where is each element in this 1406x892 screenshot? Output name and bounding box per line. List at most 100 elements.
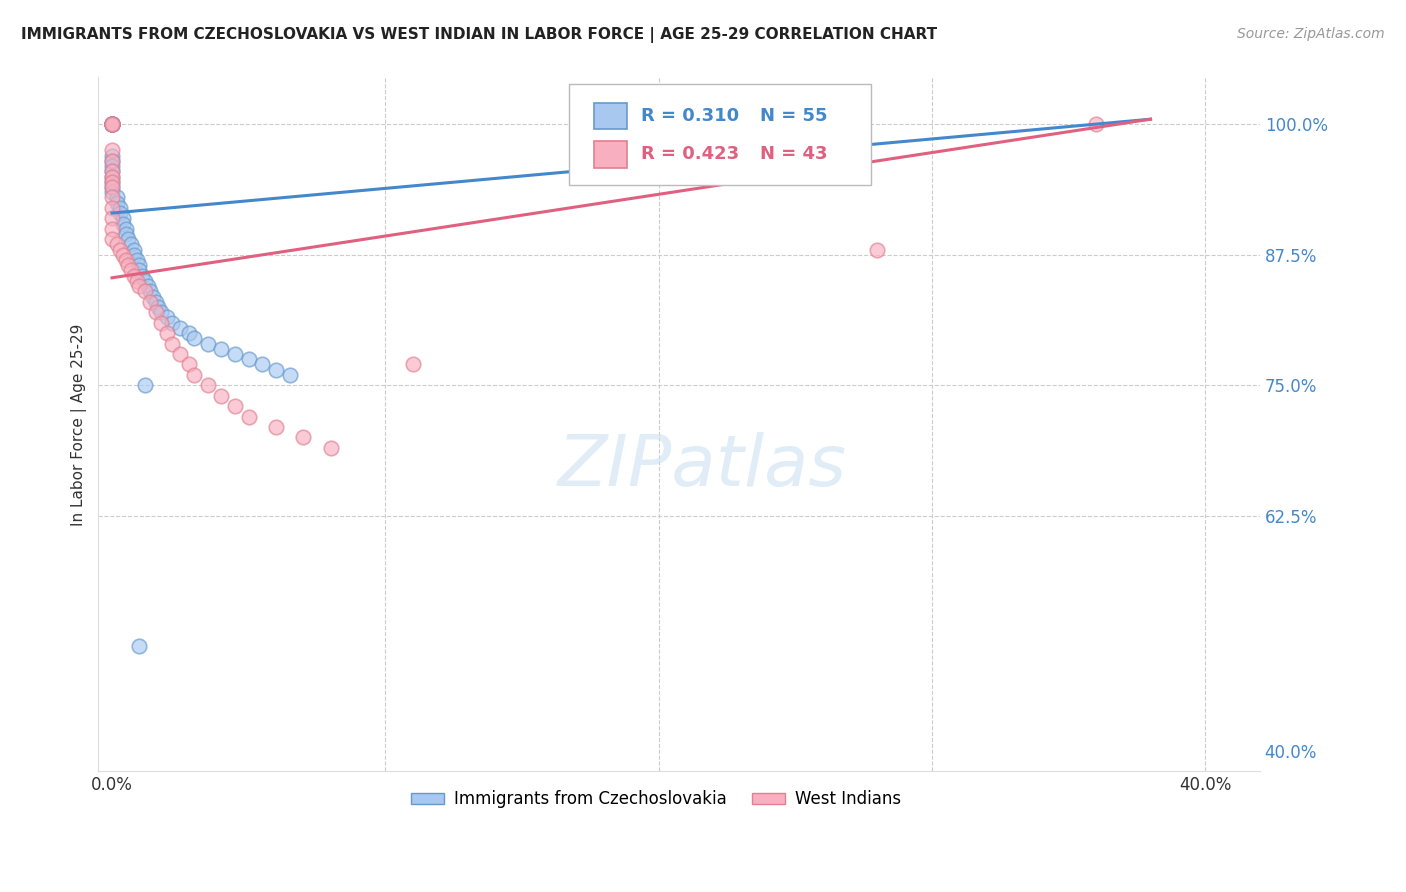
Point bbox=[131, 268, 153, 283]
Point bbox=[128, 258, 150, 272]
Point bbox=[111, 211, 134, 226]
Point bbox=[101, 117, 124, 131]
Point bbox=[224, 399, 246, 413]
Point bbox=[209, 389, 232, 403]
Point bbox=[128, 279, 150, 293]
Point bbox=[128, 263, 150, 277]
Point bbox=[183, 368, 205, 382]
Point bbox=[292, 430, 315, 444]
Point bbox=[101, 190, 124, 204]
Point bbox=[101, 169, 124, 184]
Point bbox=[1084, 117, 1107, 131]
Point bbox=[401, 358, 423, 372]
Point bbox=[142, 289, 165, 303]
Point bbox=[197, 378, 219, 392]
Point bbox=[101, 211, 124, 226]
Point bbox=[209, 342, 232, 356]
Point bbox=[101, 180, 124, 194]
Point bbox=[101, 180, 124, 194]
Point bbox=[101, 164, 124, 178]
FancyBboxPatch shape bbox=[595, 141, 627, 168]
Text: ZIPatlas: ZIPatlas bbox=[558, 432, 846, 500]
Point bbox=[866, 243, 889, 257]
Point bbox=[101, 117, 124, 131]
Point bbox=[238, 409, 260, 424]
Point bbox=[101, 232, 124, 246]
Point bbox=[134, 285, 156, 299]
Point bbox=[177, 326, 200, 340]
Point bbox=[101, 117, 124, 131]
Point bbox=[101, 153, 124, 168]
Point bbox=[101, 117, 124, 131]
Point bbox=[150, 305, 173, 319]
Point bbox=[101, 149, 124, 163]
Point bbox=[264, 362, 287, 376]
Point bbox=[114, 221, 136, 235]
Text: R = 0.423: R = 0.423 bbox=[641, 145, 740, 163]
Point bbox=[139, 294, 162, 309]
Point bbox=[101, 221, 124, 235]
Point bbox=[101, 186, 124, 200]
Point bbox=[264, 420, 287, 434]
Point bbox=[125, 274, 148, 288]
Point bbox=[224, 347, 246, 361]
Point bbox=[101, 164, 124, 178]
Point bbox=[101, 159, 124, 173]
Point bbox=[278, 368, 301, 382]
Text: Source: ZipAtlas.com: Source: ZipAtlas.com bbox=[1237, 27, 1385, 41]
Point bbox=[252, 358, 274, 372]
FancyBboxPatch shape bbox=[569, 85, 870, 185]
Point bbox=[160, 336, 183, 351]
Point bbox=[101, 117, 124, 131]
Point bbox=[101, 117, 124, 131]
Point bbox=[101, 175, 124, 189]
Point bbox=[101, 169, 124, 184]
Point bbox=[148, 300, 170, 314]
Point bbox=[319, 441, 342, 455]
Point bbox=[101, 144, 124, 158]
Point bbox=[169, 321, 191, 335]
Point bbox=[101, 117, 124, 131]
Point bbox=[150, 316, 173, 330]
Text: IMMIGRANTS FROM CZECHOSLOVAKIA VS WEST INDIAN IN LABOR FORCE | AGE 25-29 CORRELA: IMMIGRANTS FROM CZECHOSLOVAKIA VS WEST I… bbox=[21, 27, 938, 43]
Point bbox=[139, 285, 162, 299]
Point bbox=[169, 347, 191, 361]
Point bbox=[110, 206, 132, 220]
Point bbox=[125, 253, 148, 268]
Point bbox=[111, 217, 134, 231]
Point bbox=[145, 305, 167, 319]
Text: N = 43: N = 43 bbox=[761, 145, 828, 163]
Point bbox=[111, 248, 134, 262]
Point bbox=[101, 117, 124, 131]
Point bbox=[177, 358, 200, 372]
FancyBboxPatch shape bbox=[595, 103, 627, 129]
Point bbox=[120, 237, 142, 252]
Point bbox=[114, 227, 136, 241]
Point bbox=[122, 268, 145, 283]
Y-axis label: In Labor Force | Age 25-29: In Labor Force | Age 25-29 bbox=[72, 323, 87, 525]
Point bbox=[101, 117, 124, 131]
Point bbox=[110, 201, 132, 215]
Point bbox=[156, 326, 179, 340]
Point bbox=[134, 274, 156, 288]
Point bbox=[101, 153, 124, 168]
Point bbox=[117, 258, 139, 272]
Point bbox=[160, 316, 183, 330]
Point bbox=[101, 117, 124, 131]
Point bbox=[183, 331, 205, 345]
Point bbox=[114, 253, 136, 268]
Point bbox=[128, 639, 150, 653]
Point bbox=[101, 201, 124, 215]
Point bbox=[122, 248, 145, 262]
Point bbox=[145, 294, 167, 309]
Point bbox=[101, 117, 124, 131]
Point bbox=[156, 310, 179, 325]
Point bbox=[101, 117, 124, 131]
Point bbox=[122, 243, 145, 257]
Text: N = 55: N = 55 bbox=[761, 107, 828, 125]
Text: R = 0.310: R = 0.310 bbox=[641, 107, 740, 125]
Point bbox=[107, 237, 129, 252]
Point bbox=[117, 232, 139, 246]
Point bbox=[110, 243, 132, 257]
Point bbox=[136, 279, 159, 293]
